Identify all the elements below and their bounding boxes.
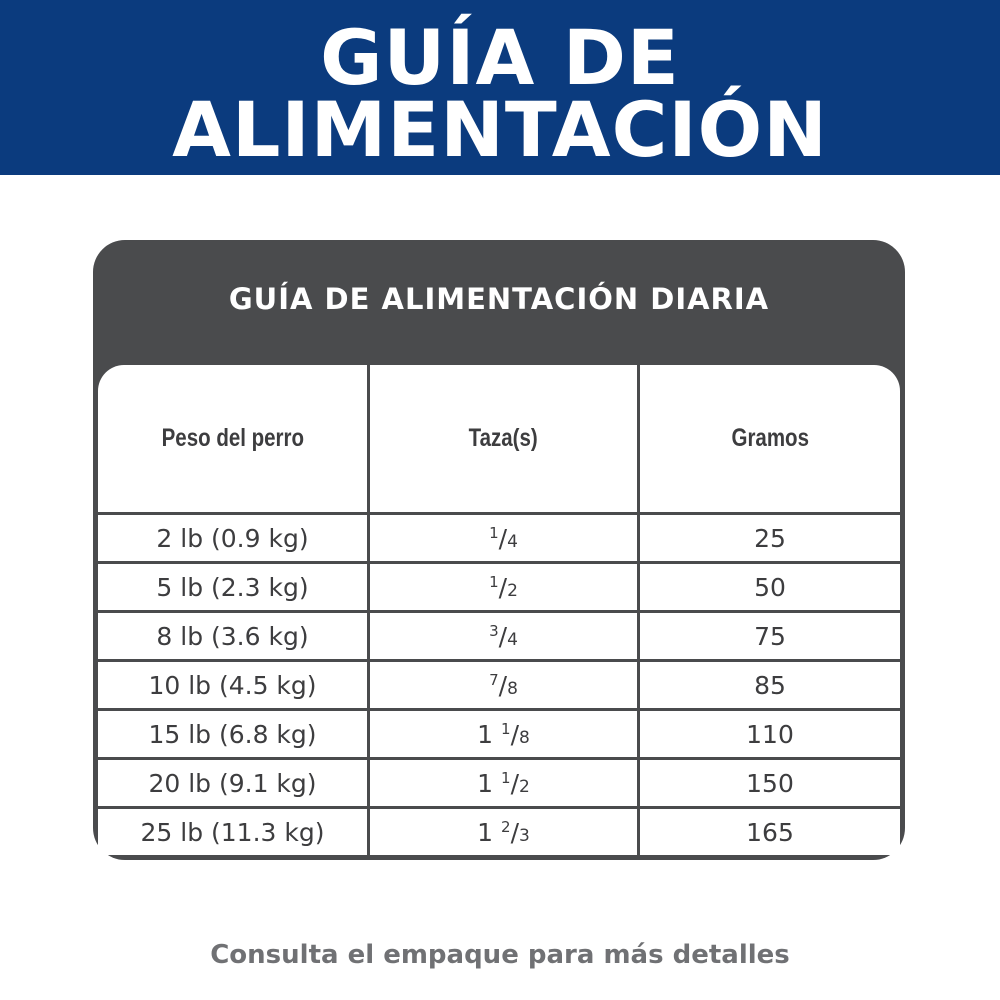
cups-cell: 1 1/8 <box>367 708 640 760</box>
cups-cell: 1/4 <box>367 512 640 564</box>
cups-cell: 1/2 <box>367 561 640 613</box>
table-header-row: Peso del perro Taza(s) Gramos <box>98 365 900 515</box>
cups-denominator: 2 <box>519 776 530 797</box>
table-row: 2 lb (0.9 kg) 1/4 25 <box>98 512 900 564</box>
table-row: 25 lb (11.3 kg) 1 2/3 165 <box>98 806 900 855</box>
footer-note: Consulta el empaque para más detalles <box>210 940 790 970</box>
feeding-table: Peso del perro Taza(s) Gramos 2 lb (0.9 … <box>98 365 900 855</box>
feeding-table-container: Peso del perro Taza(s) Gramos 2 lb (0.9 … <box>98 365 900 855</box>
cups-numerator: 1 <box>501 719 511 738</box>
weight-cell: 10 lb (4.5 kg) <box>98 659 370 711</box>
cups-cell: 7/8 <box>367 659 640 711</box>
weight-cell: 2 lb (0.9 kg) <box>98 512 370 564</box>
header-banner: GUÍA DE ALIMENTACIÓN <box>0 0 1000 175</box>
cups-denominator: 3 <box>519 825 530 846</box>
page-title-line-1: GUÍA DE <box>320 13 680 102</box>
cups-whole: 1 <box>477 719 494 749</box>
cups-denominator: 4 <box>507 629 518 650</box>
cups-cell: 1 2/3 <box>367 806 640 855</box>
weight-cell: 20 lb (9.1 kg) <box>98 757 370 809</box>
cups-whole: 1 <box>477 768 494 798</box>
weight-cell: 25 lb (11.3 kg) <box>98 806 370 855</box>
cups-cell: 1 1/2 <box>367 757 640 809</box>
cups-numerator: 3 <box>489 621 499 640</box>
table-row: 20 lb (9.1 kg) 1 1/2 150 <box>98 757 900 809</box>
feeding-guide-card: GUÍA DE ALIMENTACIÓN DIARIA Peso del per… <box>93 240 905 860</box>
cups-numerator: 1 <box>489 523 499 542</box>
table-row: 5 lb (2.3 kg) 1/2 50 <box>98 561 900 613</box>
table-row: 10 lb (4.5 kg) 7/8 85 <box>98 659 900 711</box>
cups-numerator: 1 <box>501 768 511 787</box>
cups-denominator: 4 <box>507 531 518 552</box>
grams-cell: 25 <box>637 512 900 564</box>
table-row: 8 lb (3.6 kg) 3/4 75 <box>98 610 900 662</box>
grams-cell: 75 <box>637 610 900 662</box>
cups-denominator: 8 <box>519 727 530 748</box>
cups-denominator: 2 <box>507 580 518 601</box>
weight-cell: 8 lb (3.6 kg) <box>98 610 370 662</box>
grams-cell: 165 <box>637 806 900 855</box>
weight-cell: 15 lb (6.8 kg) <box>98 708 370 760</box>
cups-denominator: 8 <box>507 678 518 699</box>
card-title: GUÍA DE ALIMENTACIÓN DIARIA <box>228 282 770 316</box>
page-title-line-2: ALIMENTACIÓN <box>172 85 828 174</box>
grams-cell: 50 <box>637 561 900 613</box>
cups-whole: 1 <box>477 817 494 847</box>
weight-cell: 5 lb (2.3 kg) <box>98 561 370 613</box>
header-cups: Taza(s) <box>367 365 640 515</box>
grams-cell: 150 <box>637 757 900 809</box>
grams-cell: 85 <box>637 659 900 711</box>
cups-numerator: 2 <box>501 817 511 836</box>
grams-cell: 110 <box>637 708 900 760</box>
header-weight: Peso del perro <box>98 365 370 515</box>
header-grams: Gramos <box>637 365 900 515</box>
table-row: 15 lb (6.8 kg) 1 1/8 110 <box>98 708 900 760</box>
cups-numerator: 7 <box>489 670 499 689</box>
cups-cell: 3/4 <box>367 610 640 662</box>
cups-numerator: 1 <box>489 572 499 591</box>
